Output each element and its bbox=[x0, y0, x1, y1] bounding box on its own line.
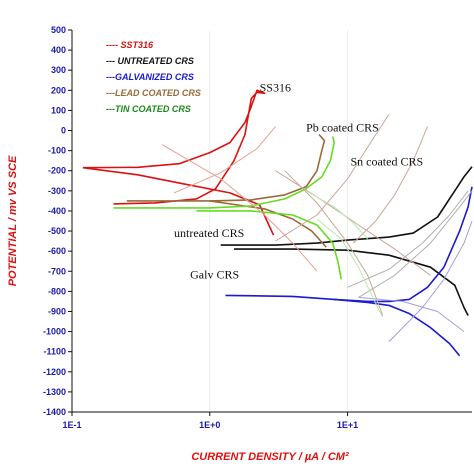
curve-annotation: Sn coated CRS bbox=[350, 155, 423, 169]
series-line-18 bbox=[358, 190, 473, 298]
y-tick-label: -1200 bbox=[43, 367, 66, 377]
series-line-21 bbox=[316, 218, 384, 318]
series-line-9 bbox=[113, 136, 335, 209]
curve-annotation: Pb coated CRS bbox=[306, 121, 379, 135]
series-line-7 bbox=[126, 133, 326, 202]
y-tick-label: -500 bbox=[48, 226, 66, 236]
y-tick-label: -1300 bbox=[43, 387, 66, 397]
series-line-2 bbox=[82, 166, 275, 236]
series-line-11 bbox=[161, 144, 318, 272]
legend-entry: ---TIN COATED CRS bbox=[106, 104, 191, 114]
y-tick-label: 100 bbox=[51, 105, 66, 115]
y-tick-label: -1400 bbox=[43, 407, 66, 417]
y-tick-label: 300 bbox=[51, 65, 66, 75]
axes bbox=[71, 30, 472, 413]
curve-annotation: SS316 bbox=[260, 80, 291, 94]
series-line-4 bbox=[234, 248, 469, 316]
y-tick-label: -900 bbox=[48, 306, 66, 316]
y-tick-label: -400 bbox=[48, 206, 66, 216]
y-tick-label: -700 bbox=[48, 266, 66, 276]
y-tick-label: -1100 bbox=[43, 347, 66, 357]
series-line-22 bbox=[305, 190, 369, 240]
y-tick-label: -600 bbox=[48, 246, 66, 256]
y-tick-label: 0 bbox=[61, 126, 66, 136]
series-line-12 bbox=[173, 126, 276, 194]
y-tick-label: 200 bbox=[51, 85, 66, 95]
x-tick-labels: 1E-1 1E+0 1E+1 bbox=[62, 412, 358, 430]
annotations: SS316 Pb coated CRS Sn coated CRS untreated… bbox=[174, 80, 423, 281]
legend-entry: ---- SST316 bbox=[106, 40, 154, 50]
series-line-1 bbox=[82, 89, 266, 205]
series-line-3 bbox=[220, 166, 473, 246]
x-tick-label: 1E+1 bbox=[337, 420, 358, 430]
x-tick-label: 1E-1 bbox=[62, 420, 81, 430]
series-line-6 bbox=[334, 298, 461, 357]
series-line-17 bbox=[347, 190, 469, 288]
y-tick-label: -200 bbox=[48, 166, 66, 176]
legend-entry: ---GALVANIZED CRS bbox=[106, 72, 194, 82]
series-line-10 bbox=[196, 210, 343, 280]
series-line-13 bbox=[275, 170, 431, 276]
y-tick-label: -100 bbox=[48, 146, 66, 156]
y-tick-label: 500 bbox=[51, 25, 66, 35]
legend-entry: --- UNTREATED CRS bbox=[106, 56, 194, 66]
y-tick-label: -800 bbox=[48, 286, 66, 296]
x-tick-label: 1E+0 bbox=[199, 420, 220, 430]
series-line-19 bbox=[388, 220, 473, 342]
y-tick-label: -1000 bbox=[43, 327, 66, 337]
x-axis-title: CURRENT DENSITY / µA / CM² bbox=[191, 451, 349, 463]
y-axis-title: POTENTIAL / mv VS SCE bbox=[7, 155, 19, 286]
series-line-14 bbox=[275, 114, 390, 242]
legend-entry: ---LEAD COATED CRS bbox=[106, 88, 201, 98]
curve-annotation: Galv CRS bbox=[190, 267, 239, 281]
series-line-5 bbox=[225, 186, 473, 303]
series-line-20 bbox=[358, 296, 465, 332]
y-tick-label: -300 bbox=[48, 186, 66, 196]
plot-area bbox=[82, 89, 473, 357]
legend: ---- SST316 --- UNTREATED CRS ---GALVANIZE… bbox=[106, 40, 201, 114]
y-tick-labels: 500 400 300 200 100 0 -100 -200 -300 -400 -500 -600… bbox=[43, 25, 72, 417]
y-tick-label: 400 bbox=[51, 45, 66, 55]
curve-annotation: untreated CRS bbox=[174, 226, 244, 240]
series-line-16 bbox=[352, 126, 428, 244]
